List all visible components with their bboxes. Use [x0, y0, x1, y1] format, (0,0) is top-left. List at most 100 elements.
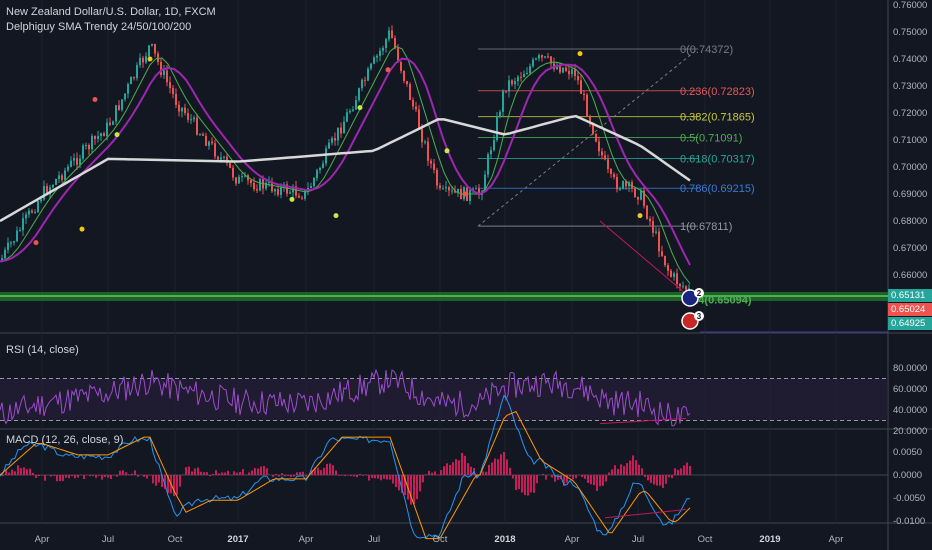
candle-body [511, 80, 513, 85]
macd-histogram-bar [128, 474, 130, 475]
macd-histogram-bar [590, 475, 592, 485]
candle-body [139, 57, 141, 66]
macd-histogram-bar [485, 471, 487, 475]
candle-body [190, 119, 192, 121]
macd-histogram-bar [365, 474, 367, 475]
indicator-legend[interactable]: Delphiguy SMA Trendy 24/50/100/200 [6, 21, 192, 33]
macd-histogram-bar [233, 471, 235, 475]
macd-histogram-bar [188, 466, 190, 475]
time-axis-label: 2017 [227, 534, 248, 545]
macd-histogram-bar [581, 475, 583, 478]
price-tag-upper: 0.65131 [888, 289, 932, 302]
macd-histogram-bar [338, 475, 340, 476]
time-axis-label: Apr [829, 534, 844, 545]
macd-histogram-bar [617, 469, 619, 475]
candle-body [22, 218, 24, 231]
candle-body [637, 196, 639, 200]
fib-level-label: 0.382(0.71865) [680, 112, 755, 124]
macd-histogram-bar [455, 459, 457, 475]
macd-histogram-bar [53, 475, 55, 477]
candle-body [256, 189, 258, 191]
macd-histogram-bar [20, 468, 22, 475]
candle-body [211, 141, 213, 144]
price-axis-label: 0.67000 [893, 243, 927, 254]
candle-body [7, 242, 9, 250]
macd-histogram-bar [419, 475, 421, 492]
candle-body [379, 50, 381, 56]
macd-histogram-bar [605, 475, 607, 482]
macd-histogram-bar [95, 475, 97, 478]
candle-body [94, 135, 96, 139]
candle-body [346, 112, 348, 122]
macd-histogram-bar [110, 475, 112, 479]
signal-dot [444, 148, 450, 154]
candle-body [556, 65, 558, 70]
candle-body [538, 55, 540, 59]
macd-histogram-bar [377, 475, 379, 479]
macd-histogram-bar [275, 474, 277, 475]
event-marker[interactable]: 2 [681, 288, 704, 307]
fib-level-label: 1(0.67811) [680, 221, 732, 233]
candle-body [145, 56, 147, 63]
candle-body [688, 288, 690, 290]
macd-histogram-bar [632, 455, 634, 475]
candle-body [661, 251, 663, 256]
candle-body [331, 138, 333, 143]
macd-histogram-bar [506, 459, 508, 475]
candle-body [61, 175, 63, 180]
macd-histogram-bar [464, 455, 466, 475]
macd-histogram-bar [452, 462, 454, 475]
macd-histogram-bar [320, 470, 322, 475]
macd-histogram-bar [77, 475, 79, 478]
event-markers[interactable]: 23 [681, 288, 704, 330]
fib-level-label: 0.618(0.70317) [680, 153, 755, 165]
time-axis-label: Oct [698, 534, 713, 545]
macd-histogram-bar [23, 467, 25, 475]
macd-histogram-bar [623, 466, 625, 475]
candle-body [79, 158, 81, 165]
macd-histogram-bar [155, 475, 157, 486]
macd-histogram-bar [107, 475, 109, 478]
macd-signal-line [0, 410, 691, 540]
macd-histogram-bar [44, 475, 46, 481]
macd-histogram-bar [74, 475, 76, 479]
macd-histogram-bar [650, 475, 652, 483]
macd-legend[interactable]: MACD (12, 26, close, 9) [6, 434, 124, 446]
macd-histogram-bar [89, 475, 91, 477]
price-axis-label: 0.69000 [893, 189, 927, 200]
candle-body [67, 166, 69, 171]
macd-histogram-bar [530, 475, 532, 493]
macd-histogram-bar [644, 475, 646, 477]
fibonacci-retracement[interactable]: 0(0.74372) 0.236(0.72823) 0.382(0.71865) 0.… [0, 44, 888, 333]
candle-body [313, 178, 315, 186]
candle-body [226, 156, 228, 163]
macd-axis-label: -0.0100 [893, 516, 925, 527]
macd-histogram-bar [248, 472, 250, 475]
candle-body [559, 65, 561, 73]
candle-body [406, 80, 408, 85]
macd-histogram-bar [185, 467, 187, 475]
candle-body [655, 231, 657, 233]
candle-body [124, 93, 126, 100]
candle-body [289, 192, 291, 194]
candle-body [181, 107, 183, 112]
fib-level-label: 0.786(0.69215) [680, 183, 755, 195]
macd-histogram-bar [512, 475, 514, 479]
macd-histogram-bar [83, 475, 85, 479]
signal-dot [637, 213, 643, 219]
candle-body [517, 76, 519, 82]
candle-body [337, 127, 339, 141]
macd-histogram-bar [167, 475, 169, 494]
candle-body [205, 135, 207, 146]
candle-body [673, 273, 675, 277]
symbol-title[interactable]: New Zealand Dollar/U.S. Dollar, 1D, FXCM [6, 6, 216, 18]
candle-body [154, 43, 156, 54]
candle-body [619, 188, 621, 190]
rsi-legend[interactable]: RSI (14, close) [6, 344, 79, 356]
candle-body [223, 156, 225, 158]
macd-histogram-bar [293, 475, 295, 477]
candle-body [160, 61, 162, 75]
event-marker[interactable]: 3 [681, 311, 704, 330]
candle-body [115, 105, 117, 122]
